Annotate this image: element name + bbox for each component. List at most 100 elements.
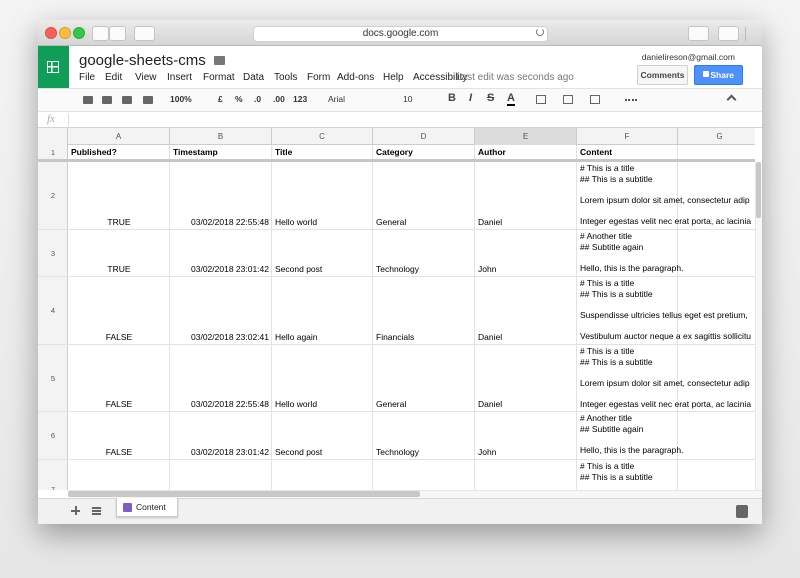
row-number[interactable]: 4 <box>50 306 56 315</box>
cell[interactable]: Daniel <box>478 332 503 342</box>
menu-item[interactable]: Edit <box>105 72 123 83</box>
cell[interactable]: 03/02/2018 22:55:48 <box>191 217 269 227</box>
sidebar-button[interactable] <box>134 26 155 41</box>
merge-cells-icon[interactable] <box>590 95 600 104</box>
content-line[interactable]: Vestibulum auctor neque a ex sagittis so… <box>580 331 752 341</box>
row-number[interactable]: 3 <box>50 249 56 258</box>
menu-item[interactable]: Format <box>203 72 235 83</box>
content-line[interactable]: ## This is a subtitle <box>580 356 653 367</box>
header-cell[interactable]: Category <box>376 147 413 157</box>
vertical-scroll-thumb[interactable] <box>756 162 761 218</box>
row-number[interactable]: 5 <box>50 374 56 383</box>
content-line[interactable]: ## This is a subtitle <box>580 471 653 482</box>
menu-item[interactable]: Form <box>307 72 331 83</box>
cell[interactable]: 03/02/2018 23:02:41 <box>191 332 269 342</box>
text-style[interactable]: I <box>469 92 473 104</box>
more-icon[interactable] <box>625 99 637 101</box>
borders-icon[interactable] <box>563 95 573 104</box>
number-format[interactable]: £ <box>218 94 223 104</box>
header-cell[interactable]: Published? <box>71 147 117 157</box>
content-line[interactable]: Integer egestas velit nec erat porta, ac… <box>580 399 752 409</box>
column-header[interactable]: B <box>170 128 272 145</box>
font-size[interactable]: 10 <box>403 94 413 104</box>
row-number[interactable]: 6 <box>50 431 56 440</box>
nav-button[interactable] <box>92 26 109 41</box>
menu-item[interactable]: Insert <box>167 72 193 83</box>
share-icon-button[interactable] <box>688 26 709 41</box>
content-line[interactable]: # Another title <box>580 231 632 241</box>
nav-button[interactable] <box>109 26 126 41</box>
cell[interactable]: FALSE <box>105 399 133 409</box>
cell[interactable]: TRUE <box>107 217 131 227</box>
cell[interactable]: John <box>478 264 497 274</box>
content-line[interactable]: Hello, this is the paragraph. <box>580 444 684 455</box>
content-line[interactable]: Hello, this is the paragraph. <box>580 262 684 273</box>
content-line[interactable]: # This is a title <box>580 278 635 288</box>
cell[interactable]: General <box>376 399 407 409</box>
paint-format-icon[interactable] <box>143 96 153 104</box>
row-number[interactable]: 7 <box>50 485 56 490</box>
zoom[interactable]: 100% <box>170 94 192 104</box>
window-control[interactable] <box>59 27 71 39</box>
content-line[interactable]: # This is a title <box>580 346 635 356</box>
text-style[interactable]: S <box>487 92 495 104</box>
comments-button[interactable]: Comments <box>637 65 688 85</box>
content-line[interactable]: # Another title <box>580 413 632 423</box>
content-line[interactable]: # This is a title <box>580 461 635 471</box>
new-tab-button[interactable] <box>745 27 759 41</box>
explore-button[interactable] <box>736 505 748 518</box>
cell[interactable]: 03/02/2018 23:01:42 <box>191 447 269 457</box>
menu-item[interactable]: File <box>79 72 96 83</box>
content-line[interactable]: ## This is a subtitle <box>580 288 653 299</box>
menu-item[interactable]: Data <box>243 72 265 83</box>
menu-item[interactable]: Add-ons <box>337 72 375 83</box>
content-line[interactable]: Lorem ipsum dolor sit amet, consectetur … <box>580 194 750 205</box>
column-header[interactable]: F <box>577 128 678 145</box>
cell[interactable]: Technology <box>376 264 420 274</box>
cell[interactable]: John <box>478 447 497 457</box>
horizontal-scroll-thumb[interactable] <box>68 491 420 497</box>
number-format[interactable]: 123 <box>293 94 308 104</box>
cell[interactable]: 03/02/2018 22:55:48 <box>191 399 269 409</box>
cell[interactable]: Hello again <box>275 332 318 342</box>
cell[interactable]: Second post <box>275 264 323 274</box>
menu-item[interactable]: Accessibility <box>413 72 468 83</box>
font[interactable]: Arial <box>328 94 346 104</box>
header-cell[interactable]: Content <box>580 147 613 157</box>
menu-item[interactable]: Tools <box>274 72 298 83</box>
header-cell[interactable]: Title <box>275 147 293 157</box>
cell[interactable]: Daniel <box>478 217 503 227</box>
cell[interactable]: Hello world <box>275 399 318 409</box>
cell[interactable]: General <box>376 217 407 227</box>
last-edit[interactable]: Last edit was seconds ago <box>456 72 574 83</box>
address-bar[interactable] <box>253 26 548 42</box>
cell[interactable]: Financials <box>376 332 415 342</box>
cell[interactable]: Second post <box>275 447 323 457</box>
share-button[interactable]: Share <box>694 65 743 85</box>
sheet-tab-label[interactable]: Content <box>136 502 166 512</box>
tabs-button[interactable] <box>718 26 739 41</box>
cell[interactable]: Technology <box>376 447 420 457</box>
row-number[interactable]: 1 <box>50 148 56 157</box>
content-line[interactable]: # This is a title <box>580 163 635 173</box>
cell[interactable]: FALSE <box>105 332 133 342</box>
undo-icon[interactable] <box>102 96 112 104</box>
cell[interactable]: Hello world <box>275 217 318 227</box>
column-header[interactable]: E <box>475 128 577 145</box>
content-line[interactable]: Lorem ipsum dolor sit amet, consectetur … <box>580 377 750 388</box>
print-icon[interactable] <box>83 96 93 104</box>
all-sheets-icon[interactable] <box>92 507 101 515</box>
header-cell[interactable]: Timestamp <box>173 147 218 157</box>
content-line[interactable]: Suspendisse ultricies tellus eget est pr… <box>580 309 748 320</box>
window-control[interactable] <box>73 27 85 39</box>
content-line[interactable]: Integer egestas velit nec erat porta, ac… <box>580 216 752 226</box>
fill-color-icon[interactable] <box>536 95 546 104</box>
number-format[interactable]: % <box>235 94 243 104</box>
sheet-tab[interactable] <box>116 498 178 517</box>
cell[interactable]: FALSE <box>105 447 133 457</box>
content-line[interactable]: ## Subtitle again <box>580 241 644 252</box>
number-format[interactable]: .00 <box>273 94 285 104</box>
menu-item[interactable]: View <box>135 72 157 83</box>
number-format[interactable]: .0 <box>254 94 262 104</box>
window-control[interactable] <box>45 27 57 39</box>
